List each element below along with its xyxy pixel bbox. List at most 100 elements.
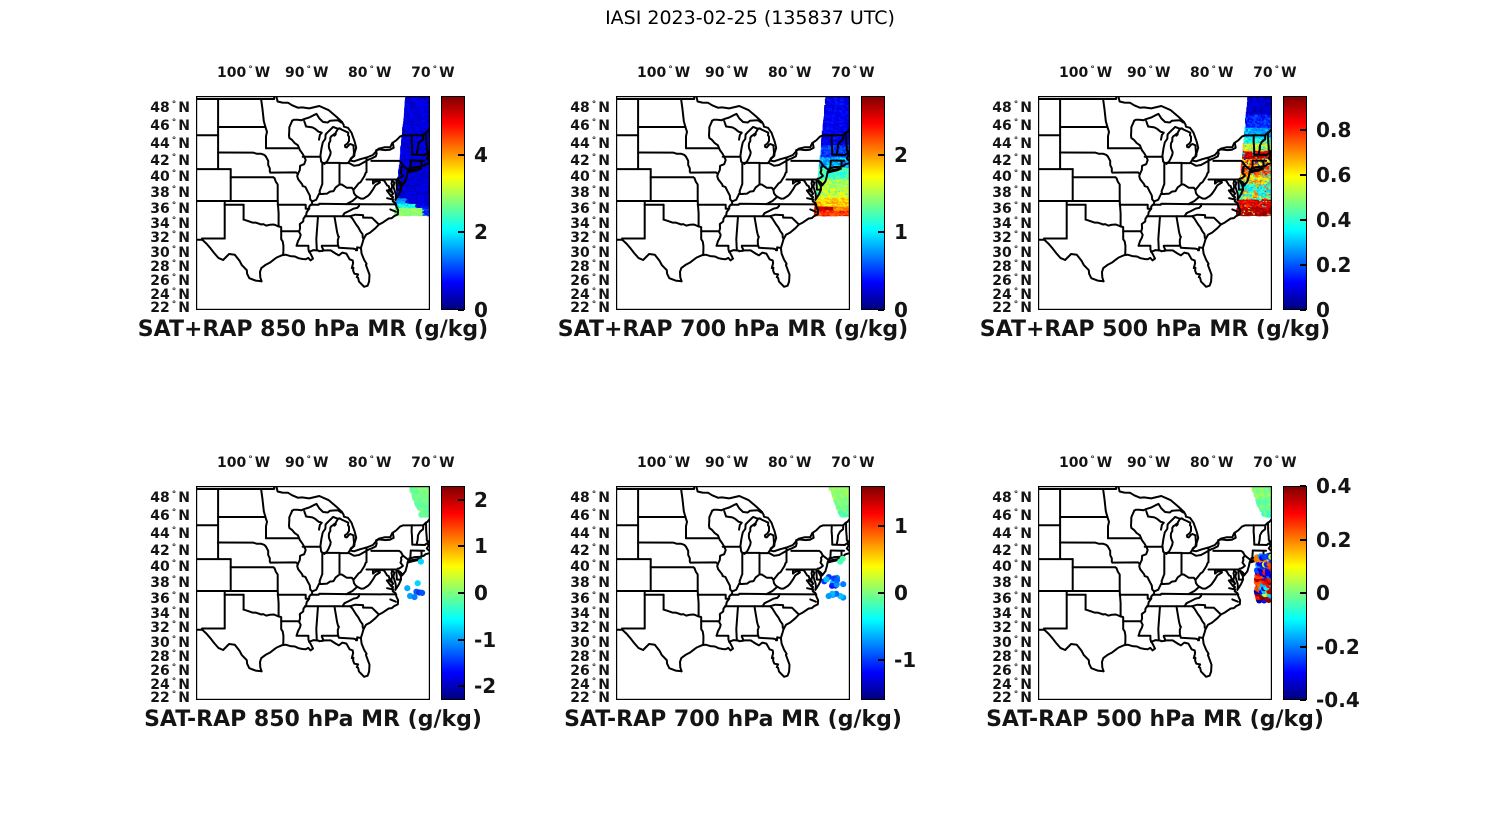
lon-tick-suffix: W — [732, 455, 749, 471]
colorbar-tick-mark — [878, 309, 884, 311]
lat-tick-suffix: N — [178, 559, 190, 576]
degree-symbol: ° — [591, 300, 597, 310]
lon-tick-label: 100 ° W — [217, 65, 270, 81]
lat-tick-label: 28 ° N — [104, 259, 190, 275]
lon-tick-value: 80 — [768, 65, 788, 81]
lat-tick-suffix: N — [598, 590, 610, 607]
lat-tick-suffix: N — [1020, 605, 1032, 622]
lat-tick-label: 30 ° N — [946, 245, 1032, 261]
lon-tick-suffix: W — [376, 455, 392, 471]
lat-tick-label: 30 ° N — [104, 635, 190, 651]
degree-symbol: ° — [1211, 65, 1217, 75]
degree-symbol: ° — [726, 455, 731, 465]
map-svg — [616, 96, 850, 310]
lat-tick-label: 48 ° N — [104, 490, 190, 506]
degree-symbol: ° — [1013, 100, 1019, 111]
degree-symbol: ° — [591, 244, 597, 255]
panel-title: SAT-RAP 850 hPa MR (g/kg) — [144, 707, 482, 732]
lon-tick-suffix: W — [1096, 455, 1113, 471]
colorbar-tick-label: 0 — [1316, 298, 1330, 322]
lon-tick-label: 90 ° W — [1127, 65, 1170, 81]
lon-tick-suffix: W — [1218, 455, 1234, 471]
lon-tick-value: 100 — [217, 455, 247, 471]
lat-tick-label: 42 ° N — [104, 543, 190, 559]
degree-symbol: ° — [1013, 215, 1019, 226]
degree-symbol: ° — [432, 455, 438, 465]
lat-tick-value: 36 — [992, 200, 1012, 217]
lon-tick-label: 80 ° W — [348, 65, 391, 81]
colorbar-tick-mark — [458, 638, 464, 641]
lat-tick-suffix: N — [1020, 118, 1032, 135]
lat-tick-label: 42 ° N — [524, 543, 610, 559]
lat-tick-label: 42 ° N — [946, 543, 1032, 559]
lat-tick-suffix: N — [178, 185, 190, 202]
lat-tick-label: 44 ° N — [946, 136, 1032, 152]
colorbar-tick-mark — [1300, 485, 1306, 487]
lat-tick-suffix: N — [178, 135, 190, 152]
lat-tick-suffix: N — [178, 230, 190, 247]
lat-tick-suffix: N — [598, 559, 610, 576]
lat-tick-suffix: N — [178, 286, 190, 303]
colorbar-tick-label: 2 — [474, 487, 488, 512]
lat-tick-label: 32 ° N — [524, 230, 610, 246]
lat-tick-value: 24 — [570, 286, 590, 303]
lon-tick-label: 70 ° W — [411, 65, 454, 81]
lon-tick-suffix: W — [732, 65, 749, 81]
lat-tick-label: 28 ° N — [524, 649, 610, 665]
lat-tick-value: 36 — [992, 590, 1012, 607]
degree-symbol: ° — [1013, 300, 1019, 310]
colorbar-tick-label: 4 — [474, 142, 488, 167]
degree-symbol: ° — [171, 634, 177, 645]
lat-tick-value: 26 — [150, 662, 170, 679]
lat-tick-value: 46 — [992, 118, 1012, 135]
colorbar-tick-mark — [1300, 173, 1306, 176]
lat-tick-label: 34 ° N — [946, 606, 1032, 622]
lat-tick-label: 46 ° N — [524, 508, 610, 524]
lat-tick-value: 36 — [150, 590, 170, 607]
degree-symbol: ° — [248, 455, 253, 465]
degree-symbol: ° — [591, 490, 597, 501]
lon-tick-value: 80 — [1190, 455, 1210, 471]
lon-tick-suffix: W — [1154, 65, 1171, 81]
lat-tick-suffix: N — [178, 690, 190, 706]
lat-tick-label: 28 ° N — [524, 259, 610, 275]
degree-symbol: ° — [171, 200, 177, 211]
map-border — [616, 486, 850, 700]
lat-tick-label: 28 ° N — [946, 259, 1032, 275]
lon-tick-suffix: W — [439, 455, 455, 471]
degree-symbol: ° — [171, 676, 177, 687]
lat-tick-label: 46 ° N — [946, 118, 1032, 134]
lat-tick-label: 38 ° N — [946, 185, 1032, 201]
lat-tick-value: 22 — [150, 300, 170, 316]
lat-tick-suffix: N — [178, 508, 190, 525]
colorbar-tick-label: 0.2 — [1316, 252, 1352, 277]
colorbar — [1283, 96, 1307, 310]
lat-tick-value: 32 — [570, 230, 590, 247]
degree-symbol: ° — [591, 662, 597, 673]
lat-tick-suffix: N — [178, 634, 190, 651]
lat-tick-label: 48 ° N — [104, 100, 190, 116]
lat-tick-label: 44 ° N — [524, 136, 610, 152]
lat-tick-label: 30 ° N — [946, 635, 1032, 651]
degree-symbol: ° — [591, 200, 597, 211]
lat-tick-suffix: N — [598, 100, 610, 117]
lat-tick-suffix: N — [598, 690, 610, 706]
degree-symbol: ° — [171, 300, 177, 310]
lon-tick-suffix: W — [1096, 65, 1113, 81]
degree-symbol: ° — [171, 542, 177, 553]
degree-symbol: ° — [591, 676, 597, 687]
lat-tick-value: 36 — [150, 200, 170, 217]
lat-tick-suffix: N — [1020, 634, 1032, 651]
map-svg — [196, 486, 430, 700]
lat-tick-label: 22 ° N — [104, 300, 190, 316]
degree-symbol: ° — [1013, 169, 1019, 180]
lat-tick-value: 30 — [992, 634, 1012, 651]
lat-tick-value: 36 — [570, 590, 590, 607]
lat-tick-suffix: N — [598, 215, 610, 232]
degree-symbol: ° — [1013, 185, 1019, 196]
lat-tick-label: 22 ° N — [946, 300, 1032, 316]
lat-tick-suffix: N — [598, 649, 610, 666]
colorbar-tick-mark — [1300, 218, 1306, 221]
lon-tick-label: 90 ° W — [285, 455, 328, 471]
lat-tick-suffix: N — [598, 676, 610, 693]
